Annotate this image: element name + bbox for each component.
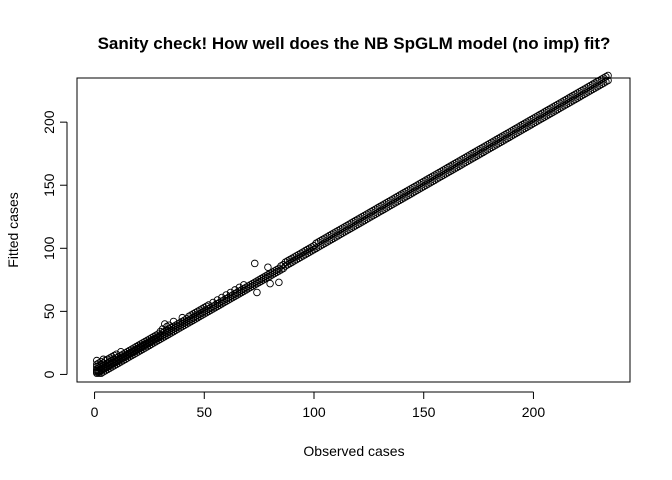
data-point bbox=[292, 255, 301, 264]
data-point bbox=[303, 249, 312, 258]
data-point bbox=[308, 247, 316, 255]
data-point bbox=[297, 253, 305, 261]
data-point bbox=[211, 303, 219, 312]
data-point bbox=[290, 257, 299, 265]
data-point bbox=[257, 277, 266, 285]
x-tick-label: 150 bbox=[412, 404, 436, 420]
data-point bbox=[182, 320, 191, 328]
data-point bbox=[286, 259, 294, 268]
data-point bbox=[229, 293, 237, 302]
y-tick-label: 50 bbox=[41, 303, 57, 319]
data-point bbox=[250, 281, 259, 289]
data-point bbox=[604, 71, 612, 80]
data-point bbox=[301, 250, 309, 259]
plot-frame bbox=[76, 77, 631, 383]
y-tick-label: 100 bbox=[41, 236, 57, 260]
data-point bbox=[246, 283, 255, 292]
data-point bbox=[305, 248, 314, 256]
data-point bbox=[604, 76, 612, 85]
data-point bbox=[259, 276, 268, 284]
y-tick-label: 150 bbox=[41, 173, 57, 197]
data-point bbox=[275, 264, 283, 273]
y-tick-label: 0 bbox=[41, 370, 57, 378]
data-point bbox=[266, 279, 274, 288]
data-point bbox=[299, 252, 307, 260]
data-point bbox=[250, 259, 259, 268]
points-layer bbox=[92, 71, 612, 377]
data-point bbox=[275, 267, 283, 275]
data-point bbox=[283, 260, 292, 269]
x-axis: 0 50 100 150 200 bbox=[91, 391, 546, 420]
data-point bbox=[242, 286, 250, 294]
y-axis: 0 50 100 150 200 bbox=[41, 110, 68, 378]
data-point bbox=[277, 265, 285, 274]
y-tick-label: 200 bbox=[41, 110, 57, 134]
y-axis-label: Fitted cases bbox=[5, 192, 21, 267]
data-point bbox=[270, 269, 279, 278]
data-point bbox=[272, 268, 281, 277]
chart-title: Sanity check! How well does the NB SpGLM… bbox=[98, 34, 611, 53]
x-tick-label: 50 bbox=[196, 404, 212, 420]
data-point bbox=[215, 301, 224, 309]
data-point bbox=[253, 288, 261, 297]
data-point bbox=[233, 291, 241, 299]
data-point bbox=[268, 271, 277, 279]
data-point bbox=[602, 72, 610, 81]
data-point bbox=[253, 279, 261, 288]
data-point bbox=[599, 74, 608, 82]
x-tick-label: 200 bbox=[522, 404, 546, 420]
x-axis-label: Observed cases bbox=[303, 443, 404, 459]
plot-area bbox=[76, 71, 631, 383]
data-point bbox=[224, 296, 233, 304]
data-point bbox=[275, 278, 283, 287]
data-point bbox=[266, 272, 274, 280]
x-tick-label: 0 bbox=[91, 404, 99, 420]
data-point bbox=[294, 254, 303, 263]
data-point bbox=[288, 258, 296, 266]
data-point bbox=[248, 282, 257, 290]
data-point bbox=[261, 274, 270, 283]
data-point bbox=[281, 262, 290, 270]
data-point bbox=[244, 284, 252, 293]
data-point bbox=[207, 306, 215, 314]
x-tick-label: 100 bbox=[302, 404, 326, 420]
data-point bbox=[255, 278, 263, 287]
data-point bbox=[237, 288, 246, 297]
data-point bbox=[220, 298, 228, 307]
